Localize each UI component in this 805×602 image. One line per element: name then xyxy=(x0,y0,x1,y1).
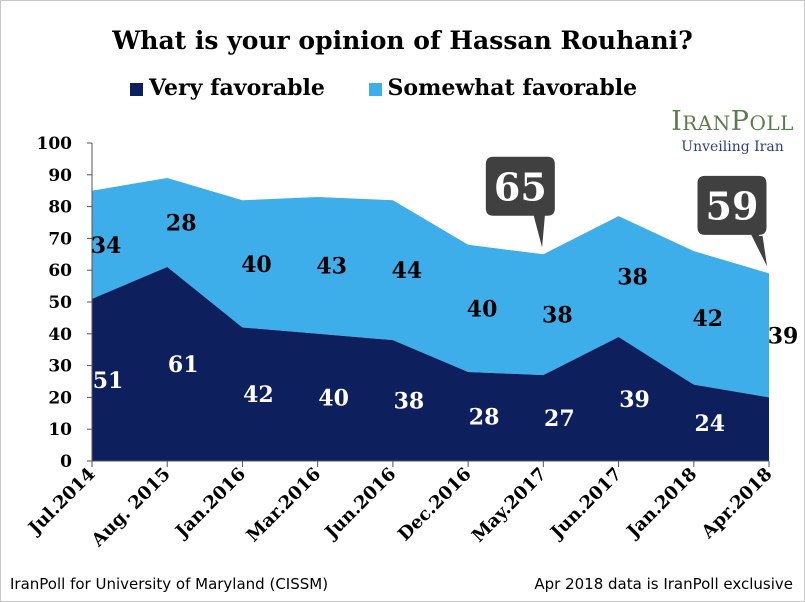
y-tick-label: 10 xyxy=(48,420,72,440)
x-tick-label: Apr.2018 xyxy=(697,464,777,544)
y-tick-label: 0 xyxy=(60,452,72,472)
x-tick-label: Jun.2016 xyxy=(320,464,401,545)
label-very-favorable: 24 xyxy=(694,411,725,437)
area-very-favorable xyxy=(92,267,769,461)
label-very-favorable: 42 xyxy=(243,382,274,408)
label-very-favorable: 27 xyxy=(544,406,575,432)
callout-label: 59 xyxy=(706,183,759,228)
y-tick-label: 30 xyxy=(48,357,72,377)
y-tick-label: 90 xyxy=(48,166,72,186)
legend-swatch-somewhat-favorable xyxy=(368,82,382,96)
callout-bubble xyxy=(484,155,556,251)
label-somewhat-favorable: 28 xyxy=(166,211,197,237)
legend-label-very-favorable: Very favorable xyxy=(149,75,325,101)
y-tick-label: 60 xyxy=(48,261,72,281)
y-tick-label: 100 xyxy=(37,134,73,154)
chart-title: What is your opinion of Hassan Rouhani? xyxy=(112,26,693,55)
y-tick-label: 20 xyxy=(48,388,72,408)
label-somewhat-favorable: 38 xyxy=(542,303,573,329)
source-note: IranPoll for University of Maryland (CIS… xyxy=(10,575,329,593)
x-tick-label: Jan.2016 xyxy=(170,464,250,544)
label-very-favorable: 40 xyxy=(318,385,349,411)
y-tick-label: 50 xyxy=(48,293,72,313)
logo-tagline: Unveiling Iran xyxy=(681,139,784,155)
label-somewhat-favorable: 39 xyxy=(768,323,799,349)
label-somewhat-favorable: 34 xyxy=(91,233,122,259)
label-somewhat-favorable: 42 xyxy=(692,306,723,332)
label-very-favorable: 20 xyxy=(770,417,801,443)
legend-entry-very-favorable: Very favorable xyxy=(130,75,325,101)
label-somewhat-favorable: 43 xyxy=(316,253,347,279)
label-somewhat-favorable: 40 xyxy=(467,296,498,322)
legend: Very favorable Somewhat favorable xyxy=(130,74,673,101)
y-tick-label: 80 xyxy=(48,198,72,218)
x-tick-label: Jun.2017 xyxy=(545,464,626,545)
x-tick-label: Aug. 2015 xyxy=(87,464,175,552)
iranpoll-logo: IRANPOLL Unveiling Iran xyxy=(660,106,805,155)
x-tick-label: Jan.2018 xyxy=(622,464,702,544)
x-tick-label: May.2017 xyxy=(468,464,551,547)
y-tick-label: 70 xyxy=(48,229,72,249)
label-very-favorable: 39 xyxy=(619,387,650,413)
x-tick-label: Jul.2014 xyxy=(23,464,99,540)
exclusive-note: Apr 2018 data is IranPoll exclusive xyxy=(534,575,793,593)
legend-entry-somewhat-favorable: Somewhat favorable xyxy=(368,75,638,101)
callout-label: 65 xyxy=(494,164,547,209)
callout-bubble xyxy=(696,174,769,270)
label-very-favorable: 38 xyxy=(394,389,425,415)
label-somewhat-favorable: 38 xyxy=(617,265,648,291)
logo-wordmark: IRANPOLL xyxy=(671,106,794,137)
label-somewhat-favorable: 40 xyxy=(241,252,272,278)
label-very-favorable: 51 xyxy=(93,368,124,394)
area-somewhat-favorable xyxy=(92,177,769,398)
y-tick-label: 40 xyxy=(48,325,72,345)
legend-swatch-very-favorable xyxy=(130,82,143,96)
label-very-favorable: 28 xyxy=(469,404,500,430)
label-very-favorable: 61 xyxy=(168,352,199,378)
legend-label-somewhat-favorable: Somewhat favorable xyxy=(387,75,638,101)
x-tick-label: Dec.2016 xyxy=(394,464,476,546)
label-somewhat-favorable: 44 xyxy=(392,258,423,284)
x-tick-label: Mar.2016 xyxy=(243,464,326,547)
